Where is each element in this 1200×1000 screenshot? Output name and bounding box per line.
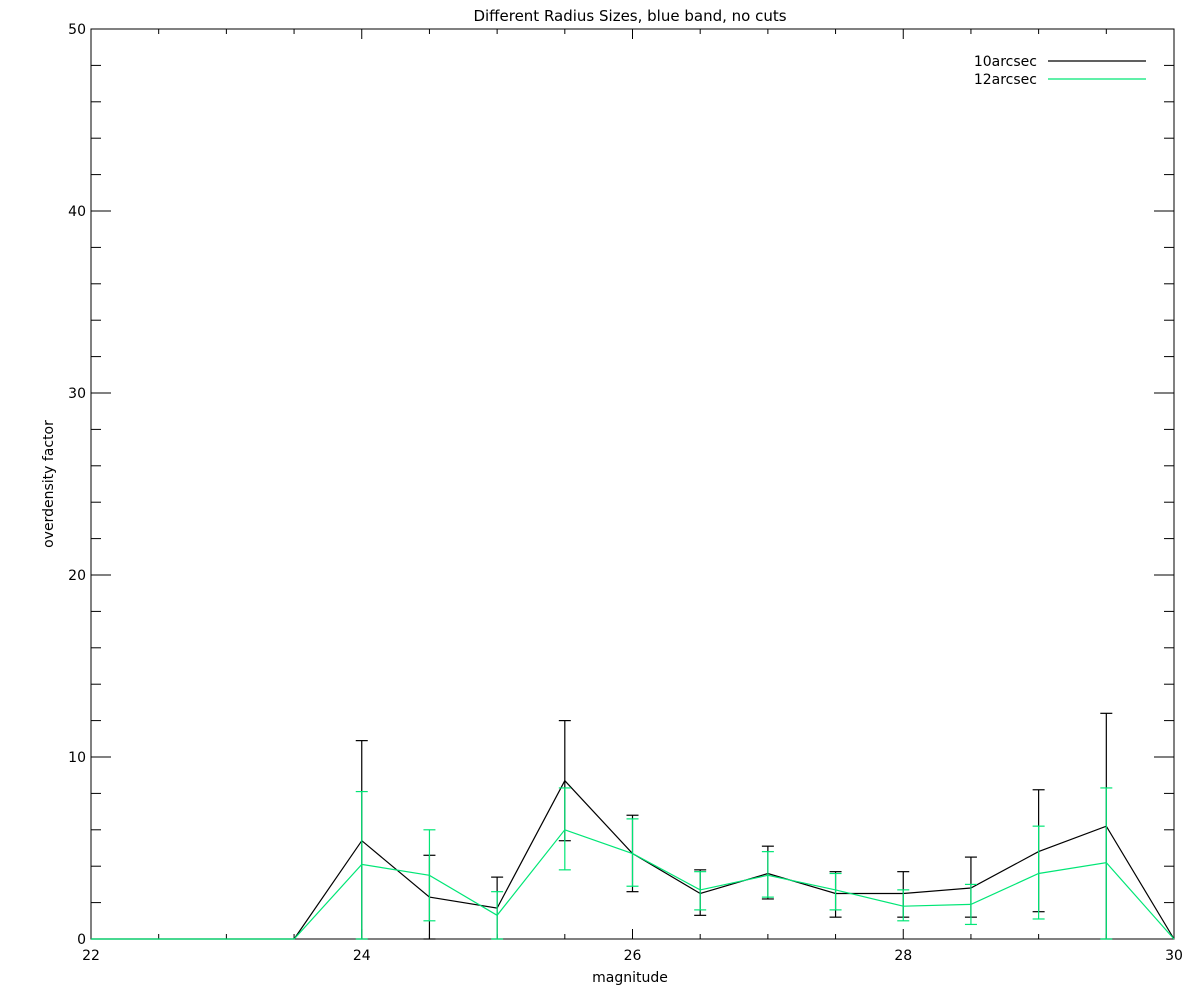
error-bar <box>829 872 842 911</box>
error-bar <box>897 889 910 922</box>
y-tick-label: 10 <box>68 750 86 766</box>
legend-label: 10arcsec <box>974 54 1037 70</box>
legend: 10arcsec 12arcsec <box>974 54 1146 88</box>
y-axis-label: overdensity factor <box>41 420 57 548</box>
plot-frame <box>90 28 1175 940</box>
legend-label: 12arcsec <box>974 72 1037 88</box>
series-12arcsec <box>91 787 1175 940</box>
error-bar <box>1100 787 1113 940</box>
y-tick-label: 0 <box>77 932 86 948</box>
chart-title: Different Radius Sizes, blue band, no cu… <box>473 7 786 25</box>
error-bar <box>491 891 504 940</box>
error-bar <box>964 883 977 926</box>
y-tick-label: 30 <box>68 386 86 402</box>
error-bar <box>423 829 436 922</box>
series-layer <box>91 712 1175 940</box>
error-bar <box>694 871 707 911</box>
x-tick-label: 28 <box>894 948 912 964</box>
x-tick-label: 26 <box>624 948 642 964</box>
error-bar <box>558 787 571 871</box>
error-bar <box>1032 825 1045 920</box>
y-tick-label: 40 <box>68 204 86 220</box>
x-tick-label: 22 <box>82 948 100 964</box>
y-tick-label: 20 <box>68 568 86 584</box>
x-tick-label: 30 <box>1165 948 1183 964</box>
error-bar <box>355 790 368 940</box>
x-axis-label: magnitude <box>592 970 668 986</box>
y-tick-label: 50 <box>68 22 86 38</box>
x-tick-label: 24 <box>353 948 371 964</box>
error-bar <box>626 818 639 887</box>
error-bar <box>761 851 774 898</box>
y-axis: 0 10 20 30 40 50 <box>68 22 1174 948</box>
